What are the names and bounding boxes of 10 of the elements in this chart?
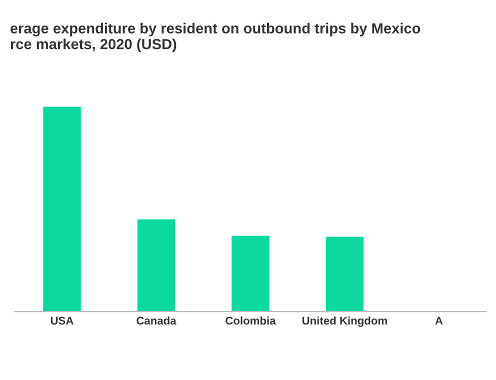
x-tick-label: Canada <box>136 316 176 325</box>
x-tick-label: USA <box>50 316 74 325</box>
chart-title: erage expenditure by resident on outbound trips by Mexico rce markets, 2020 (USD) <box>10 22 420 52</box>
bar <box>326 236 364 312</box>
bar <box>137 219 176 312</box>
x-tick-label: United Kingdom <box>302 316 387 327</box>
x-tick-label: Colombia <box>226 316 276 325</box>
bar <box>232 236 270 312</box>
x-tick-label: A <box>435 316 443 325</box>
bar <box>43 106 81 312</box>
